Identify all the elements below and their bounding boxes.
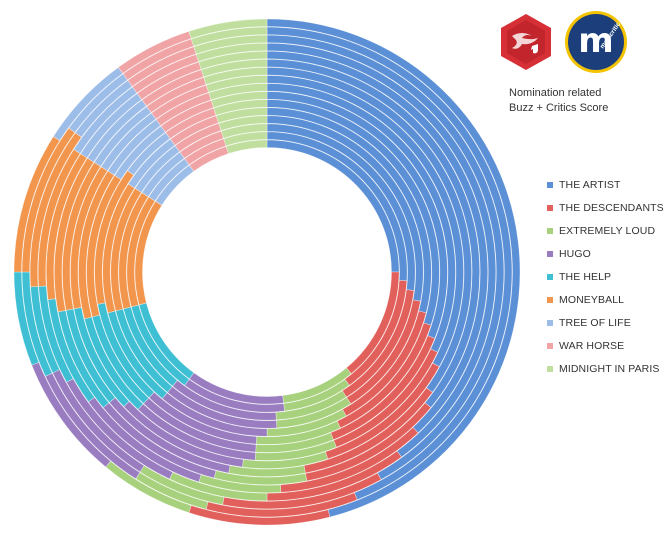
subtitle-line-2: Buzz + Critics Score [509, 102, 609, 114]
metacritic-logo-icon: m metacritic [565, 11, 627, 73]
legend-swatch [547, 273, 553, 280]
ring-segment [203, 67, 268, 85]
legend-item: EXTREMELY LOUD [547, 219, 664, 242]
legend-item: THE DESCENDANTS [547, 196, 664, 219]
chart-center-hole [143, 148, 391, 396]
ring-segment [205, 75, 268, 93]
legend-swatch [547, 342, 553, 349]
legend-swatch [547, 227, 553, 234]
legend-item: THE ARTIST [547, 173, 664, 196]
legend-label: TREE OF LIFE [559, 316, 631, 329]
legend-item: MONEYBALL [547, 288, 664, 311]
ring-segment [188, 18, 268, 39]
legend: THE ARTIST THE DESCENDANTS EXTREMELY LOUD H… [547, 173, 664, 380]
legend-swatch [547, 319, 553, 326]
awards-site-logo-icon [501, 14, 551, 70]
legend-swatch [547, 365, 553, 372]
legend-label: MIDNIGHT IN PARIS [559, 362, 660, 375]
ring-segment [215, 107, 268, 124]
ring-segment [198, 50, 268, 70]
ring-segment [213, 99, 268, 116]
legend-label: EXTREMELY LOUD [559, 224, 656, 237]
legend-item: HUGO [547, 242, 664, 265]
svg-text:m: m [578, 21, 613, 61]
ring-segment [223, 131, 268, 147]
subtitle-line-1: Nomination related [509, 87, 602, 99]
ring-segment [190, 26, 268, 47]
ring-segment [220, 123, 268, 139]
chart-subtitle: Nomination related Buzz + Critics Score [509, 86, 659, 116]
ring-segment [225, 139, 268, 154]
legend-swatch [547, 250, 553, 257]
ring-segment [193, 34, 268, 55]
legend-label: THE HELP [559, 270, 612, 283]
ring-segment [210, 91, 268, 108]
legend-item: MIDNIGHT IN PARIS [547, 357, 664, 380]
legend-item: THE HELP [547, 265, 664, 288]
legend-label: HUGO [559, 247, 591, 260]
legend-swatch [547, 181, 553, 188]
ring-segment [218, 115, 268, 131]
legend-swatch [547, 296, 553, 303]
legend-item: WAR HORSE [547, 334, 664, 357]
ring-segment [208, 83, 268, 101]
legend-label: THE ARTIST [559, 178, 621, 191]
legend-label: MONEYBALL [559, 293, 625, 306]
ring-segment [200, 59, 268, 78]
legend-item: TREE OF LIFE [547, 311, 664, 334]
legend-label: WAR HORSE [559, 339, 625, 352]
legend-label: THE DESCENDANTS [559, 201, 664, 214]
legend-swatch [547, 204, 553, 211]
ring-segment [195, 42, 268, 62]
